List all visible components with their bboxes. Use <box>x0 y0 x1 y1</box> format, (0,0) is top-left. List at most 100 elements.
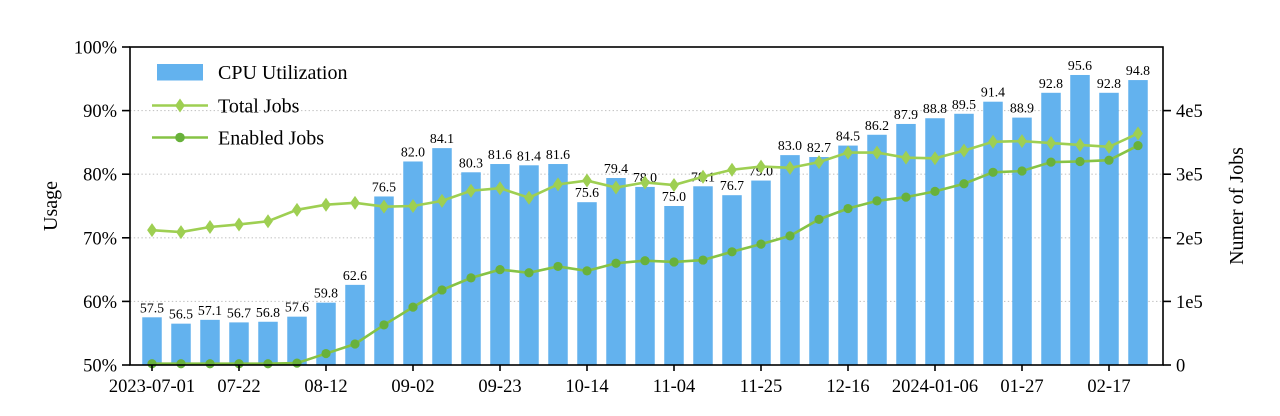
bar-value-label: 57.5 <box>140 300 164 315</box>
total-jobs-marker <box>205 219 215 234</box>
total-jobs-marker <box>698 169 708 184</box>
total-jobs-marker <box>263 214 273 229</box>
bar-value-label: 81.6 <box>546 147 570 162</box>
enabled-jobs-marker <box>698 255 708 265</box>
legend-circle-icon <box>175 132 185 143</box>
total-jobs-marker <box>843 145 853 160</box>
bar-cpu-utilization <box>519 165 539 365</box>
y-tick-label: 100% <box>74 38 117 58</box>
bar-cpu-utilization <box>635 186 655 365</box>
bar-cpu-utilization <box>374 196 394 365</box>
x-tick-label: 2024-01-06 <box>892 377 978 397</box>
enabled-jobs-marker <box>234 359 244 369</box>
bar-value-label: 91.4 <box>981 85 1005 100</box>
bar-cpu-utilization <box>345 284 365 365</box>
bar-cpu-utilization <box>171 323 191 365</box>
enabled-jobs-marker <box>901 192 911 202</box>
total-jobs-marker <box>350 195 360 210</box>
total-jobs-marker <box>292 202 302 217</box>
bar-cpu-utilization <box>403 161 423 365</box>
bar-cpu-utilization <box>838 145 858 365</box>
bar-value-label: 92.8 <box>1039 76 1063 91</box>
enabled-jobs-marker <box>640 256 650 266</box>
enabled-jobs-marker <box>292 358 302 368</box>
bar-value-label: 76.7 <box>720 178 744 193</box>
y2-tick-label: 4e5 <box>1176 102 1203 122</box>
bar-cpu-utilization <box>287 316 307 365</box>
legend-diamond-icon <box>175 98 185 113</box>
total-jobs-marker <box>408 199 418 213</box>
enabled-jobs-marker <box>379 320 389 330</box>
bar-cpu-utilization <box>925 118 945 366</box>
bar-value-label: 84.5 <box>836 129 860 144</box>
y-tick-label: 60% <box>83 293 117 313</box>
bar-value-label: 56.7 <box>227 305 251 320</box>
enabled-jobs-marker <box>437 285 447 295</box>
enabled-jobs-marker <box>524 268 534 278</box>
total-jobs-marker <box>1017 134 1027 149</box>
total-jobs-marker <box>640 175 650 190</box>
y2-tick-label: 2e5 <box>1176 229 1203 249</box>
total-jobs-marker <box>1133 126 1143 141</box>
bar-value-label: 75.0 <box>662 189 686 204</box>
bar-cpu-utilization <box>780 155 800 365</box>
bar-value-label: 88.9 <box>1010 101 1034 116</box>
bar-cpu-utilization <box>693 186 713 365</box>
bar-cpu-utilization <box>664 206 684 365</box>
total-jobs-marker <box>176 225 186 240</box>
total-jobs-marker <box>814 155 824 170</box>
x-tick-label: 11-04 <box>653 377 695 397</box>
y2-tick-label: 1e5 <box>1176 293 1203 313</box>
bar-value-label: 89.5 <box>952 97 976 112</box>
legend-label-cpu-utilization: CPU Utilization <box>218 62 347 84</box>
bar-value-label: 82.0 <box>401 144 425 159</box>
enabled-jobs-marker <box>1075 156 1085 167</box>
bar-value-label: 80.3 <box>459 155 483 170</box>
bar-value-label: 56.5 <box>169 307 193 322</box>
x-tick-label: 09-02 <box>391 377 434 397</box>
bar-cpu-utilization <box>606 178 626 365</box>
total-jobs-marker <box>930 151 940 166</box>
enabled-jobs-marker <box>930 186 940 196</box>
bar-value-label: 81.4 <box>517 148 541 163</box>
bar-value-label: 87.9 <box>894 107 918 122</box>
enabled-jobs-marker <box>350 339 360 349</box>
bar-cpu-utilization <box>867 134 887 365</box>
y-tick-label: 80% <box>83 166 117 186</box>
bar-value-label: 81.6 <box>488 147 512 162</box>
enabled-jobs-marker <box>495 265 505 275</box>
bar-value-label: 79.4 <box>604 161 628 176</box>
bar-cpu-utilization <box>490 164 510 365</box>
total-jobs-marker <box>727 162 737 177</box>
bar-value-label: 84.1 <box>430 131 454 146</box>
bar-cpu-utilization <box>983 101 1003 366</box>
x-tick-label: 02-17 <box>1087 377 1130 397</box>
total-jobs-marker <box>1104 139 1114 154</box>
bar-value-label: 57.1 <box>198 303 222 318</box>
total-jobs-marker <box>495 181 505 196</box>
y-axis-title: Usage <box>40 181 62 231</box>
enabled-jobs-marker <box>582 266 592 276</box>
bar-cpu-utilization <box>954 113 974 365</box>
enabled-jobs-marker <box>176 359 186 369</box>
bar-cpu-utilization <box>722 195 742 365</box>
bar-value-label: 94.8 <box>1126 63 1150 78</box>
total-jobs-marker <box>611 180 621 195</box>
bar-value-label: 86.2 <box>865 118 889 133</box>
enabled-jobs-marker <box>843 203 853 214</box>
bar-cpu-utilization <box>229 322 249 365</box>
bar-value-label: 59.8 <box>314 286 338 301</box>
plot-border <box>129 46 1164 366</box>
bar-cpu-utilization <box>809 157 829 365</box>
enabled-jobs-marker <box>1017 166 1027 176</box>
total-jobs-marker <box>988 134 998 149</box>
bar-value-label: 92.8 <box>1097 76 1121 91</box>
bar-value-label: 95.6 <box>1068 58 1092 73</box>
bar-value-label: 76.5 <box>372 179 396 194</box>
total-jobs-marker <box>1075 137 1085 152</box>
enabled-jobs-marker <box>785 231 795 241</box>
y-tick-label: 50% <box>83 356 117 376</box>
y2-tick-label: 3e5 <box>1176 166 1203 186</box>
x-tick-label: 01-27 <box>1000 377 1043 397</box>
